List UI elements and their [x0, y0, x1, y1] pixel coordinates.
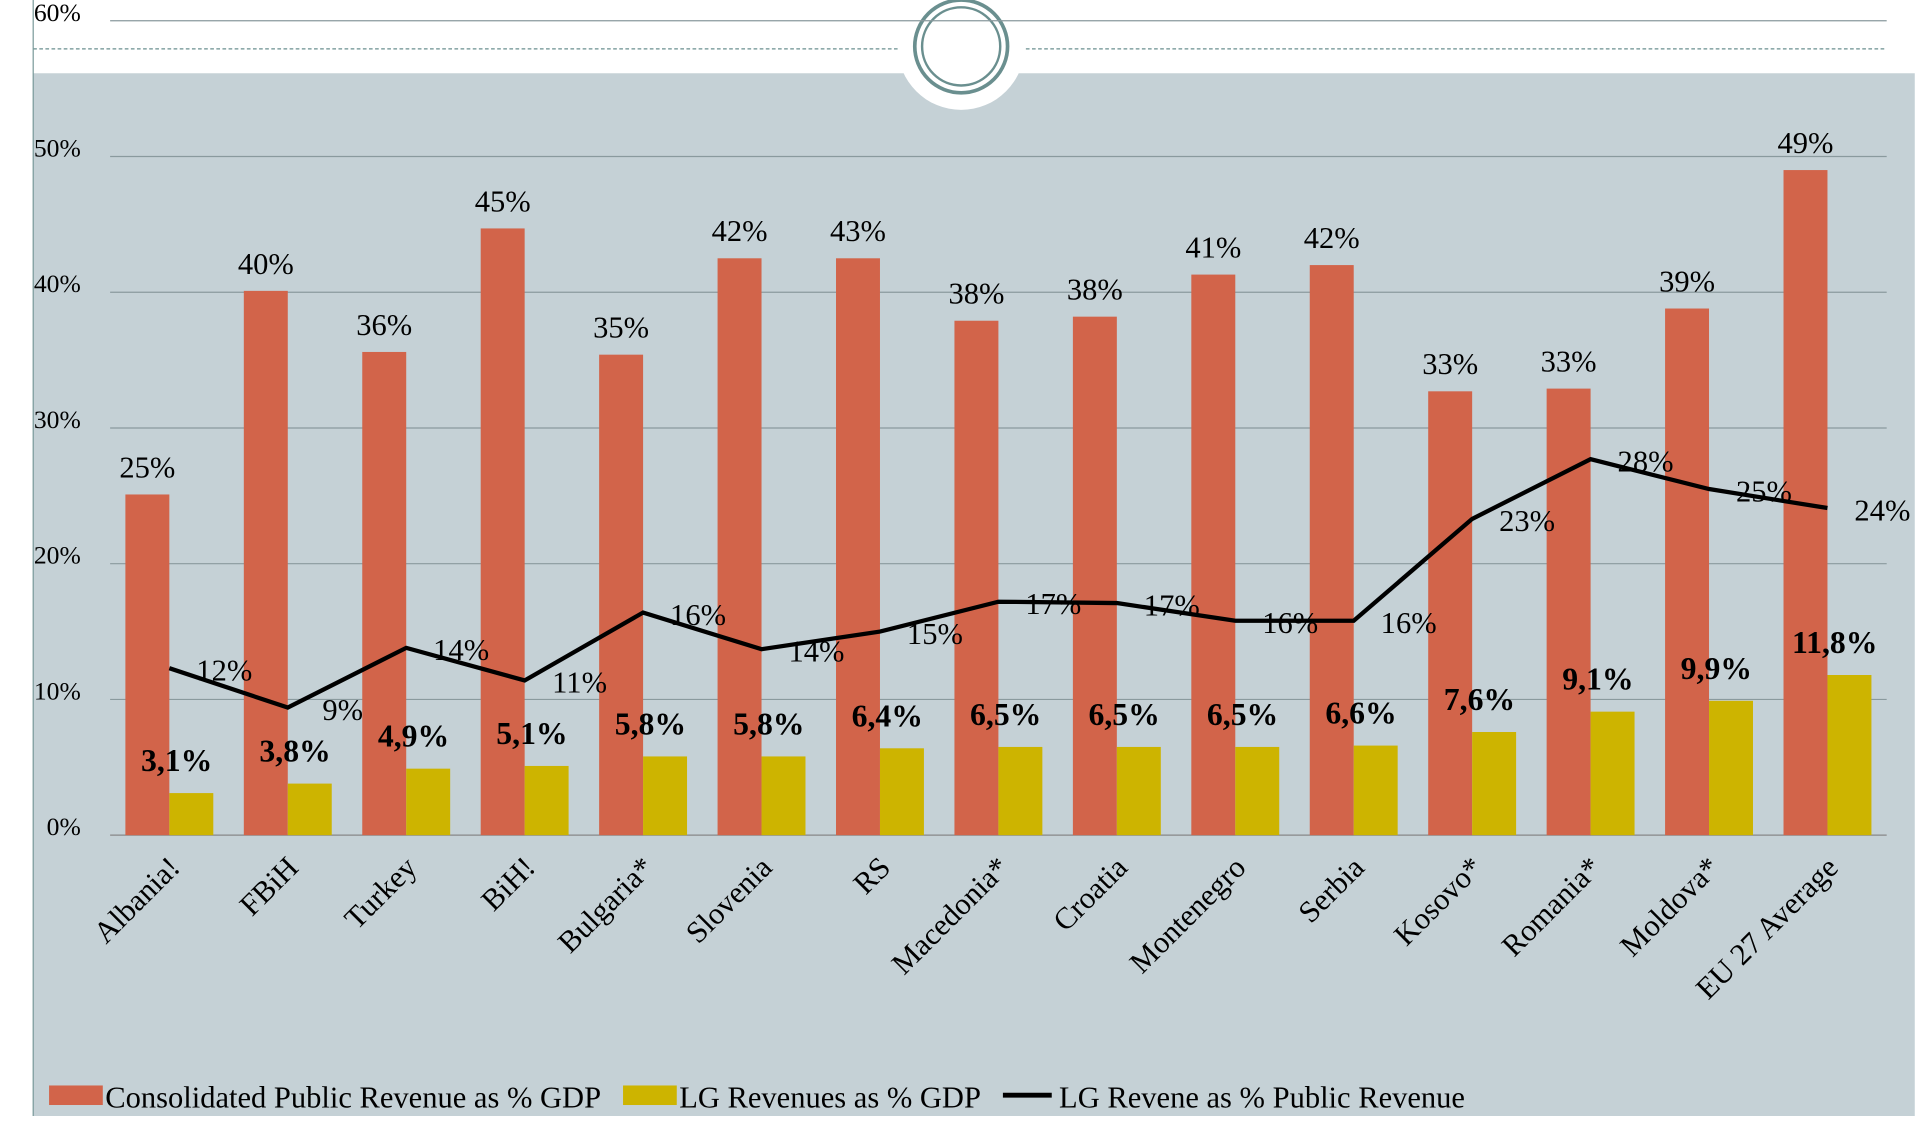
- bar: [1472, 732, 1517, 836]
- bar: [362, 351, 407, 836]
- y-tick-label: 40%: [34, 269, 81, 298]
- data-label: 33%: [1422, 347, 1478, 381]
- data-label: 5,8%: [615, 706, 686, 741]
- legend-swatch: [623, 1085, 677, 1106]
- bar: [998, 746, 1043, 836]
- bar: [643, 756, 688, 836]
- y-tick-label: 10%: [34, 676, 81, 705]
- bar: [1827, 675, 1872, 836]
- data-label: 17%: [1025, 587, 1081, 621]
- bar: [125, 494, 170, 836]
- bar: [480, 228, 525, 836]
- data-label: 14%: [789, 634, 845, 668]
- data-label: 11,8%: [1792, 625, 1878, 660]
- y-tick-label: 0%: [47, 812, 81, 841]
- data-label: 49%: [1778, 126, 1834, 160]
- data-label: 36%: [356, 308, 412, 342]
- data-label: 15%: [907, 617, 963, 651]
- y-tick-label: 30%: [34, 405, 81, 434]
- data-label: 7,6%: [1444, 682, 1515, 717]
- bar: [1191, 274, 1236, 836]
- y-tick-label: 60%: [34, 0, 81, 27]
- bar: [954, 320, 999, 836]
- data-label: 17%: [1144, 588, 1200, 622]
- data-label: 25%: [119, 450, 175, 484]
- data-label: 6,4%: [852, 698, 923, 733]
- bar: [1072, 316, 1117, 836]
- bar: [761, 756, 806, 836]
- data-label: 38%: [948, 277, 1004, 311]
- bar: [524, 765, 569, 836]
- data-label: 35%: [593, 311, 649, 345]
- legend-label: Consolidated Public Revenue as % GDP: [105, 1080, 601, 1114]
- data-label: 16%: [1381, 606, 1437, 640]
- data-label: 42%: [712, 214, 768, 248]
- bar: [169, 793, 214, 836]
- data-label: 11%: [552, 666, 607, 700]
- data-label: 14%: [433, 633, 489, 667]
- data-label: 40%: [238, 247, 294, 281]
- data-label: 24%: [1854, 493, 1910, 527]
- bar: [1309, 265, 1354, 836]
- bar: [1709, 700, 1753, 836]
- bar: [287, 783, 332, 836]
- bar: [243, 290, 288, 836]
- bar: [1590, 711, 1635, 836]
- data-label: 9,9%: [1681, 651, 1752, 686]
- data-label: 16%: [1262, 606, 1318, 640]
- ornament: [912, 0, 1010, 95]
- data-label: 9%: [322, 693, 363, 727]
- bar: [599, 354, 644, 836]
- bar: [879, 748, 924, 836]
- data-label: 6,5%: [1207, 697, 1278, 732]
- data-label: 12%: [196, 653, 252, 687]
- bar: [1235, 746, 1280, 836]
- y-tick-label: 20%: [34, 541, 81, 570]
- data-label: 9,1%: [1562, 662, 1633, 697]
- bar: [1428, 391, 1473, 836]
- data-label: 3,8%: [259, 734, 330, 769]
- bar: [1546, 388, 1591, 836]
- data-label: 28%: [1618, 444, 1674, 478]
- data-label: 4,9%: [378, 719, 449, 754]
- bar: [1353, 745, 1398, 836]
- data-label: 45%: [475, 184, 531, 218]
- legend-label: LG Revenues as % GDP: [679, 1080, 981, 1114]
- data-label: 39%: [1659, 264, 1715, 298]
- data-label: 43%: [830, 214, 886, 248]
- data-label: 33%: [1541, 345, 1597, 379]
- bar: [836, 258, 880, 836]
- bar: [717, 258, 762, 836]
- data-label: 42%: [1304, 221, 1360, 255]
- y-tick-label: 50%: [34, 133, 81, 162]
- legend-swatch: [49, 1085, 103, 1106]
- data-label: 6,5%: [970, 697, 1041, 732]
- data-label: 41%: [1185, 230, 1241, 264]
- data-label: 25%: [1736, 474, 1792, 508]
- bar: [1665, 308, 1710, 836]
- data-label: 16%: [670, 598, 726, 632]
- data-label: 5,1%: [496, 716, 567, 751]
- bar: [1116, 746, 1161, 836]
- data-label: 6,6%: [1325, 696, 1396, 731]
- data-label: 23%: [1499, 504, 1555, 538]
- data-label: 3,1%: [141, 743, 212, 778]
- data-label: 38%: [1067, 273, 1123, 307]
- data-label: 5,8%: [733, 706, 804, 741]
- ornament: [920, 6, 1002, 87]
- legend-label: LG Revene as % Public Revenue: [1059, 1080, 1465, 1114]
- bar: [406, 768, 451, 836]
- line: [168, 456, 1828, 710]
- data-label: 6,5%: [1088, 697, 1159, 732]
